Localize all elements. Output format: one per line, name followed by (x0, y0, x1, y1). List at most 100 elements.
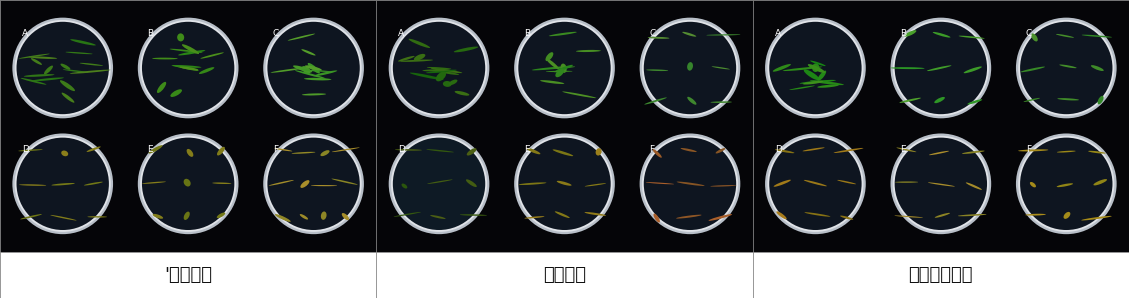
Text: C: C (273, 29, 279, 38)
Ellipse shape (427, 149, 454, 152)
Ellipse shape (646, 69, 668, 71)
Ellipse shape (274, 148, 292, 151)
Ellipse shape (314, 70, 338, 76)
Ellipse shape (928, 182, 955, 187)
Ellipse shape (268, 138, 360, 230)
Ellipse shape (1064, 212, 1070, 219)
Ellipse shape (1021, 67, 1045, 72)
Ellipse shape (516, 136, 613, 232)
Ellipse shape (555, 69, 564, 77)
Ellipse shape (140, 20, 236, 116)
Ellipse shape (263, 134, 364, 234)
Ellipse shape (1057, 98, 1079, 100)
Bar (0, 252, 376, 298)
Ellipse shape (265, 136, 361, 232)
Ellipse shape (152, 58, 177, 59)
Ellipse shape (809, 80, 843, 85)
Ellipse shape (1088, 151, 1105, 153)
Ellipse shape (310, 185, 338, 186)
Ellipse shape (1021, 138, 1112, 230)
Ellipse shape (15, 20, 111, 116)
Ellipse shape (199, 67, 215, 74)
Ellipse shape (1030, 182, 1036, 187)
Ellipse shape (676, 181, 704, 186)
Text: F: F (649, 145, 655, 153)
Ellipse shape (646, 182, 674, 184)
Ellipse shape (395, 149, 422, 151)
Ellipse shape (438, 71, 460, 75)
Ellipse shape (294, 66, 312, 72)
Ellipse shape (397, 56, 414, 61)
Ellipse shape (524, 216, 544, 218)
Ellipse shape (560, 63, 567, 73)
Ellipse shape (789, 86, 815, 90)
Ellipse shape (518, 22, 611, 114)
Ellipse shape (804, 212, 831, 217)
Ellipse shape (968, 99, 982, 104)
Ellipse shape (645, 97, 667, 105)
Ellipse shape (644, 22, 736, 114)
Ellipse shape (514, 134, 615, 234)
Ellipse shape (576, 50, 601, 52)
Ellipse shape (935, 213, 949, 218)
Ellipse shape (1024, 98, 1040, 102)
Ellipse shape (17, 22, 108, 114)
Ellipse shape (1031, 33, 1038, 41)
Ellipse shape (70, 70, 111, 74)
Ellipse shape (291, 152, 315, 154)
Ellipse shape (518, 138, 611, 230)
Ellipse shape (900, 98, 921, 103)
Ellipse shape (644, 138, 736, 230)
Ellipse shape (546, 58, 559, 69)
Ellipse shape (217, 212, 226, 218)
Text: F: F (273, 145, 278, 153)
Ellipse shape (769, 22, 861, 114)
Ellipse shape (268, 22, 360, 114)
Bar (0, 0, 376, 252)
Text: B: B (900, 29, 907, 38)
Ellipse shape (265, 20, 361, 116)
Ellipse shape (430, 215, 446, 219)
Ellipse shape (170, 89, 182, 97)
Ellipse shape (142, 138, 235, 230)
Text: A: A (399, 29, 404, 38)
Ellipse shape (142, 22, 235, 114)
Ellipse shape (70, 39, 96, 45)
Ellipse shape (388, 134, 489, 234)
Ellipse shape (688, 97, 697, 105)
Ellipse shape (807, 64, 825, 73)
Ellipse shape (516, 20, 613, 116)
Ellipse shape (711, 66, 729, 69)
Text: D: D (774, 145, 781, 153)
Ellipse shape (426, 70, 457, 73)
Text: B: B (148, 29, 154, 38)
Ellipse shape (817, 85, 839, 88)
Ellipse shape (391, 136, 487, 232)
Ellipse shape (1016, 134, 1117, 234)
Ellipse shape (443, 81, 452, 87)
Ellipse shape (676, 215, 701, 218)
Ellipse shape (152, 214, 163, 219)
Ellipse shape (18, 149, 43, 151)
Ellipse shape (1021, 22, 1112, 114)
Ellipse shape (24, 74, 54, 77)
Ellipse shape (84, 182, 103, 185)
Ellipse shape (142, 181, 166, 184)
Ellipse shape (840, 216, 854, 220)
Ellipse shape (157, 82, 166, 93)
Ellipse shape (391, 20, 487, 116)
Ellipse shape (12, 18, 113, 118)
Ellipse shape (140, 136, 236, 232)
Ellipse shape (545, 71, 572, 72)
Ellipse shape (893, 20, 989, 116)
Ellipse shape (430, 68, 462, 73)
Ellipse shape (765, 18, 866, 118)
Ellipse shape (332, 148, 360, 152)
Ellipse shape (552, 149, 574, 156)
Ellipse shape (933, 32, 951, 38)
Ellipse shape (427, 67, 452, 69)
Ellipse shape (51, 183, 75, 186)
Ellipse shape (688, 62, 693, 71)
Ellipse shape (300, 214, 308, 220)
Ellipse shape (803, 81, 823, 85)
